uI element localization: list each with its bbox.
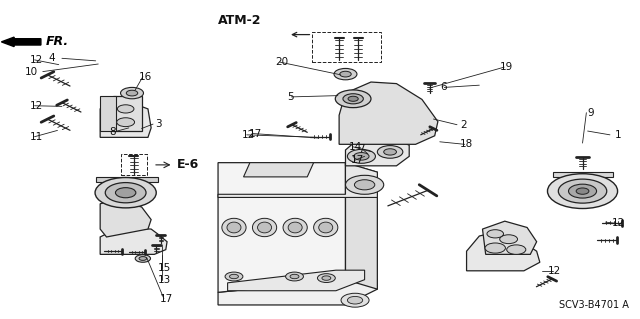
Text: 5: 5 bbox=[287, 92, 294, 102]
Text: 17: 17 bbox=[159, 293, 173, 304]
Text: 4: 4 bbox=[49, 53, 56, 63]
Text: 12: 12 bbox=[243, 130, 255, 140]
Ellipse shape bbox=[252, 218, 276, 237]
Text: 19: 19 bbox=[500, 62, 513, 72]
Polygon shape bbox=[100, 201, 151, 237]
Text: 2: 2 bbox=[460, 120, 467, 130]
Ellipse shape bbox=[283, 218, 307, 237]
Text: 18: 18 bbox=[460, 139, 474, 149]
Ellipse shape bbox=[314, 218, 338, 237]
Circle shape bbox=[348, 96, 358, 101]
Text: 12: 12 bbox=[30, 101, 44, 111]
Circle shape bbox=[285, 272, 303, 281]
Polygon shape bbox=[467, 232, 540, 271]
Circle shape bbox=[485, 243, 506, 253]
Circle shape bbox=[135, 255, 150, 262]
Text: 12: 12 bbox=[548, 266, 561, 276]
Polygon shape bbox=[96, 177, 157, 182]
Circle shape bbox=[225, 272, 243, 281]
Text: 3: 3 bbox=[156, 119, 162, 129]
Polygon shape bbox=[218, 280, 378, 305]
Text: 7: 7 bbox=[358, 145, 365, 154]
Polygon shape bbox=[346, 139, 409, 166]
Circle shape bbox=[384, 149, 396, 155]
Circle shape bbox=[230, 274, 239, 279]
Text: ATM-2: ATM-2 bbox=[218, 14, 262, 27]
Ellipse shape bbox=[257, 222, 271, 233]
Circle shape bbox=[317, 274, 335, 283]
Circle shape bbox=[507, 245, 526, 254]
Circle shape bbox=[568, 184, 596, 198]
Circle shape bbox=[139, 256, 147, 260]
Polygon shape bbox=[218, 163, 378, 197]
Ellipse shape bbox=[288, 222, 302, 233]
Circle shape bbox=[348, 296, 363, 304]
Text: FR.: FR. bbox=[46, 35, 69, 48]
Circle shape bbox=[341, 293, 369, 307]
Polygon shape bbox=[100, 227, 167, 254]
Circle shape bbox=[547, 174, 618, 209]
Circle shape bbox=[126, 90, 138, 96]
Circle shape bbox=[576, 188, 589, 194]
Circle shape bbox=[322, 276, 331, 280]
Text: 9: 9 bbox=[588, 108, 595, 118]
Circle shape bbox=[378, 145, 403, 158]
Polygon shape bbox=[218, 163, 346, 292]
Text: 6: 6 bbox=[440, 82, 447, 93]
Circle shape bbox=[348, 149, 376, 163]
Circle shape bbox=[354, 152, 369, 160]
Circle shape bbox=[346, 175, 384, 194]
Circle shape bbox=[117, 105, 134, 113]
Circle shape bbox=[95, 178, 156, 208]
Polygon shape bbox=[244, 163, 314, 177]
Ellipse shape bbox=[227, 222, 241, 233]
Circle shape bbox=[334, 69, 357, 80]
Circle shape bbox=[487, 230, 504, 238]
Text: 12: 12 bbox=[612, 219, 625, 228]
Circle shape bbox=[290, 274, 299, 279]
Circle shape bbox=[335, 90, 371, 108]
Polygon shape bbox=[100, 96, 116, 131]
Circle shape bbox=[355, 180, 375, 190]
Text: 14: 14 bbox=[349, 142, 362, 152]
Polygon shape bbox=[339, 82, 438, 144]
Text: 12: 12 bbox=[30, 55, 44, 65]
Text: 13: 13 bbox=[157, 275, 171, 285]
Text: E-6: E-6 bbox=[177, 158, 199, 171]
Polygon shape bbox=[552, 172, 613, 177]
Circle shape bbox=[120, 87, 143, 99]
Polygon shape bbox=[100, 100, 151, 137]
Polygon shape bbox=[113, 96, 141, 131]
Circle shape bbox=[340, 71, 351, 77]
Circle shape bbox=[558, 179, 607, 203]
Circle shape bbox=[343, 94, 364, 104]
FancyArrow shape bbox=[1, 37, 41, 47]
Text: 16: 16 bbox=[138, 72, 152, 82]
Text: 10: 10 bbox=[25, 67, 38, 77]
Ellipse shape bbox=[319, 222, 333, 233]
Circle shape bbox=[105, 182, 146, 203]
Text: 11: 11 bbox=[30, 132, 44, 142]
Text: SCV3-B4701 A: SCV3-B4701 A bbox=[559, 300, 629, 310]
Circle shape bbox=[116, 118, 134, 127]
Text: 20: 20 bbox=[275, 57, 289, 67]
Text: 8: 8 bbox=[109, 127, 116, 137]
Bar bbox=[312, 32, 381, 62]
Ellipse shape bbox=[222, 218, 246, 237]
Circle shape bbox=[500, 235, 518, 244]
Polygon shape bbox=[228, 270, 365, 291]
Text: 17: 17 bbox=[248, 129, 262, 138]
Bar bbox=[121, 154, 147, 175]
Text: 15: 15 bbox=[157, 263, 171, 273]
Circle shape bbox=[115, 188, 136, 198]
Polygon shape bbox=[483, 221, 537, 254]
Text: 1: 1 bbox=[614, 130, 621, 140]
Polygon shape bbox=[346, 163, 378, 289]
Text: 17: 17 bbox=[351, 155, 364, 165]
